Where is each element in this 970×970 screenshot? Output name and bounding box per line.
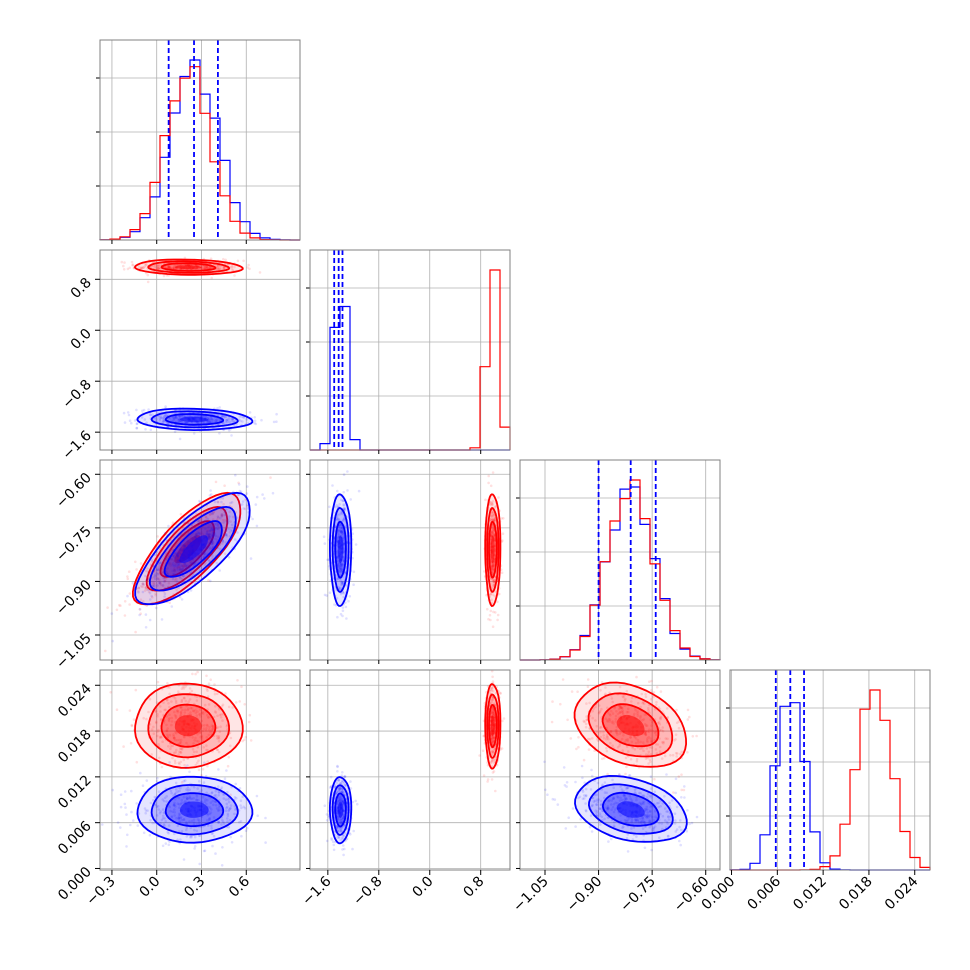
contour-line-red [484, 493, 502, 607]
scatter-panel-1-2 [100, 250, 300, 450]
histogram-step-red [520, 479, 721, 661]
y-tick-label: 0.8 [68, 275, 95, 302]
density-fill-blue [179, 416, 209, 423]
histogram-panel-4 [726, 670, 931, 871]
contour-line-blue [601, 791, 660, 827]
density-fill-blue [179, 535, 208, 563]
contour-line-red [159, 520, 216, 578]
contour-line-red [131, 491, 242, 606]
contour-line-blue [163, 520, 223, 578]
contour-line-blue [329, 776, 353, 845]
x-tick-label: 0.0 [136, 874, 163, 901]
contour-line-red [488, 520, 498, 579]
scatter-frame [309, 669, 511, 871]
histogram-step-red [310, 269, 511, 451]
y-tick-label: −0.8 [59, 377, 94, 412]
contour-line-red [145, 505, 229, 592]
y-tick-label: 0.012 [55, 772, 95, 812]
contour-line-blue [150, 410, 239, 429]
y-tick-label: −1.6 [59, 428, 94, 463]
y-tick-label: 0.006 [55, 818, 95, 858]
contour-line-blue [574, 774, 688, 843]
x-tick-label: −1.6 [299, 873, 334, 908]
x-tick-label: 0.024 [882, 873, 922, 913]
y-tick-label: −0.60 [53, 470, 95, 512]
y-tick-label: −1.05 [53, 631, 95, 673]
y-tick-label: 0.018 [55, 727, 95, 767]
contour-line-blue [136, 407, 254, 432]
contour-line-red [484, 683, 502, 770]
contour-line-red [134, 682, 244, 769]
scatter-frame [519, 669, 721, 871]
contour-line-red [160, 262, 217, 272]
density-fill-red [490, 715, 495, 737]
contour-line-blue [164, 413, 225, 426]
density-fill-red [490, 535, 495, 564]
contour-line-blue [149, 505, 237, 592]
contour-line-red [160, 703, 217, 748]
density-fill-red [616, 714, 645, 736]
contour-line-red [147, 693, 231, 759]
contour-line-blue [329, 493, 353, 607]
contour-line-blue [150, 784, 239, 836]
histogram-frame [99, 39, 301, 241]
contour-line-red [147, 260, 231, 274]
histogram-panel-1 [96, 40, 300, 241]
y-tick-label: 0.0 [68, 326, 95, 353]
x-tick-label: 0.6 [226, 873, 253, 900]
y-tick-label: 0.024 [55, 681, 95, 721]
scatter-panel-3-4 [520, 670, 720, 870]
density-fill-blue [616, 801, 645, 818]
contour-line-blue [331, 784, 350, 836]
scatter-frame [309, 459, 511, 661]
histogram-frame [729, 669, 931, 871]
density-fill-red [174, 715, 202, 737]
contour-line-red [488, 703, 498, 749]
x-tick-label: 0.012 [790, 874, 830, 914]
corner-panels: −0.3 0.0 0.3 0.6 −1.6 −0.8 0.0 0.8 −1.05 −0.90 −0.… [53, 39, 931, 916]
contour-line-blue [331, 507, 350, 593]
contour-line-red [486, 507, 500, 593]
contour-line-red [134, 258, 244, 276]
density-fill-blue [337, 535, 344, 564]
density-fill-red [174, 265, 202, 270]
contour-line-blue [164, 792, 225, 828]
x-tick-label: −0.8 [350, 874, 385, 909]
histogram-step-red [99, 66, 300, 241]
scatter-frame [99, 669, 301, 871]
contour-line-blue [136, 775, 254, 844]
x-tick-label: 0.0 [410, 874, 437, 901]
x-tick-label: −0.75 [617, 874, 659, 916]
contour-line-blue [134, 491, 251, 606]
histogram-frame [309, 249, 511, 451]
x-tick-label: −1.05 [510, 874, 552, 916]
x-tick-label: 0.3 [181, 874, 208, 901]
scatter-panel-1-3 [100, 460, 300, 660]
contour-line-blue [587, 783, 674, 835]
histogram-panel-3 [516, 460, 721, 661]
scatter-frame [99, 459, 301, 661]
x-tick-label: 0.006 [744, 873, 784, 913]
y-tick-label: −0.75 [53, 523, 95, 565]
contour-line-blue [334, 520, 347, 579]
scatter-panel-1-4 [100, 670, 300, 870]
x-tick-label: −0.90 [564, 874, 606, 916]
contour-line-blue [334, 792, 347, 828]
scatter-frame [99, 249, 301, 451]
contour-line-red [601, 703, 660, 748]
histogram-frame [519, 459, 721, 661]
contour-line-red [587, 692, 674, 758]
y-tick-label: −0.90 [53, 577, 95, 619]
histogram-panel-2 [306, 250, 511, 451]
x-tick-label: 0.018 [836, 874, 876, 914]
scatter-panel-2-4 [310, 670, 510, 870]
scatter-panel-2-3 [310, 460, 510, 660]
x-tick-label: 0.8 [460, 874, 487, 901]
density-fill-blue [337, 801, 344, 819]
contour-line-red [573, 681, 688, 768]
contour-line-red [486, 693, 500, 759]
density-fill-blue [179, 801, 209, 818]
